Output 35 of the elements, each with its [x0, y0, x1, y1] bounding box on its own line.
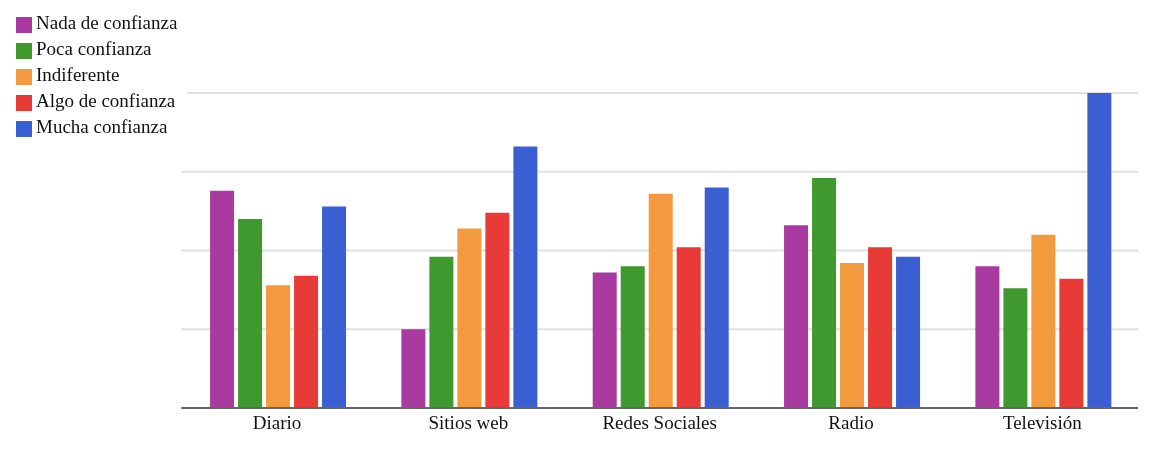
bar: [457, 228, 482, 408]
legend-label: Mucha confianza: [36, 116, 168, 137]
bar: [485, 212, 510, 408]
legend-label: Nada de confianza: [36, 12, 178, 33]
bar: [1003, 288, 1028, 408]
x-tick-label: Televisión: [1002, 412, 1083, 434]
x-tick-label: Redes Sociales: [602, 412, 717, 434]
x-tick-label: Diario: [252, 412, 302, 434]
bar: [784, 225, 809, 408]
bar: [1031, 234, 1056, 408]
bar: [1087, 93, 1112, 408]
x-tick-label: Radio: [828, 412, 874, 434]
bar: [322, 206, 347, 408]
bar: [210, 190, 235, 408]
bar: [620, 266, 645, 408]
legend-label: Algo de confianza: [36, 90, 176, 111]
bar: [1059, 278, 1084, 408]
x-tick-label: Sitios web: [428, 412, 509, 434]
bar: [676, 247, 701, 408]
bar: [266, 285, 291, 408]
bar: [975, 266, 1000, 408]
bar: [513, 146, 538, 408]
bar: [238, 219, 263, 408]
bar: [896, 256, 921, 408]
bar: [704, 187, 729, 408]
legend-label: Indiferente: [36, 64, 120, 85]
bar: [840, 263, 865, 408]
bar: [648, 193, 673, 408]
bar: [429, 256, 454, 408]
bar: [592, 272, 617, 408]
bar: [868, 247, 893, 408]
bar: [401, 329, 426, 408]
legend-label: Poca confianza: [36, 38, 152, 59]
bar: [812, 178, 837, 408]
bar: [294, 275, 319, 408]
